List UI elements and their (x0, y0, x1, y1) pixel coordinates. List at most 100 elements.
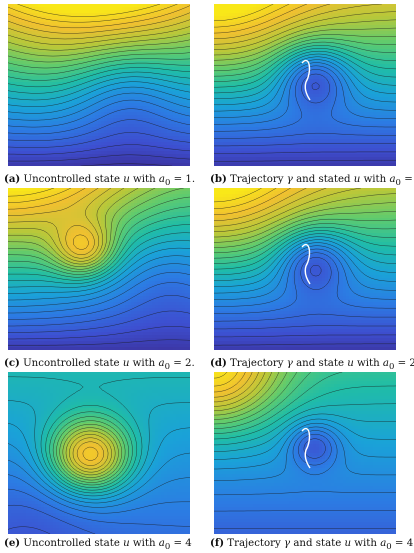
heatmap-cell (179, 28, 183, 32)
heatmap-cell (134, 139, 138, 143)
heatmap-cell (146, 34, 150, 38)
heatmap-cell (158, 145, 162, 149)
heatmap-cell (17, 157, 21, 161)
heatmap-cell (137, 82, 141, 86)
heatmap-cell (367, 7, 371, 11)
heatmap-cell (244, 61, 248, 65)
heatmap-cell (56, 16, 60, 20)
heatmap-cell (38, 103, 42, 107)
heatmap-cell (325, 40, 329, 44)
heatmap-cell (241, 40, 245, 44)
heatmap-cell (62, 67, 66, 71)
heatmap-cell (62, 40, 66, 44)
heatmap-cell (53, 112, 57, 116)
heatmap-cell (235, 70, 239, 74)
heatmap-cell (23, 160, 27, 164)
heatmap-cell (316, 16, 320, 20)
heatmap-cell (53, 127, 57, 131)
heatmap-cell (349, 31, 353, 35)
heatmap-cell (29, 151, 33, 155)
heatmap-cell (101, 160, 105, 164)
heatmap-cell (29, 91, 33, 95)
heatmap-cell (286, 13, 290, 17)
heatmap-cell (35, 100, 39, 104)
heatmap-cell (185, 49, 189, 53)
heatmap-cell (14, 88, 18, 92)
heatmap-cell (44, 100, 48, 104)
heatmap-cell (161, 49, 165, 53)
heatmap-cell (92, 133, 96, 137)
heatmap-cell (71, 145, 75, 149)
heatmap-cell (11, 121, 15, 125)
heatmap-cell (385, 55, 389, 59)
heatmap-cell (92, 127, 96, 131)
heatmap-cell (292, 19, 296, 23)
heatmap-cell (53, 88, 57, 92)
heatmap-cell (364, 82, 368, 86)
heatmap-cell (391, 13, 395, 17)
heatmap-cell (83, 130, 87, 134)
heatmap-cell (131, 124, 135, 128)
heatmap-cell (188, 160, 190, 164)
heatmap-cell (86, 10, 90, 14)
heatmap-cell (71, 109, 75, 113)
heatmap-cell (241, 43, 245, 47)
heatmap-cell (214, 25, 218, 29)
heatmap-cell (232, 55, 236, 59)
heatmap-cell (220, 79, 224, 83)
heatmap-cell (74, 7, 78, 11)
heatmap-cell (59, 85, 63, 89)
heatmap-cell (35, 130, 39, 134)
heatmap-cell (20, 145, 24, 149)
heatmap-cell (143, 148, 147, 152)
heatmap-cell (62, 22, 66, 26)
heatmap-cell (47, 148, 51, 152)
heatmap-cell (241, 7, 245, 11)
heatmap-cell (65, 22, 69, 26)
heatmap-cell (89, 145, 93, 149)
heatmap-cell (337, 37, 341, 41)
heatmap-cell (355, 55, 359, 59)
heatmap-cell (140, 148, 144, 152)
heatmap-cell (83, 121, 87, 125)
heatmap-cell (14, 46, 18, 50)
heatmap-cell (149, 67, 153, 71)
heatmap-cell (295, 16, 299, 20)
heatmap-cell (220, 58, 224, 62)
heatmap-cell (307, 82, 311, 86)
heatmap-cell (128, 94, 132, 98)
heatmap-cell (179, 142, 183, 146)
heatmap-cell (373, 67, 377, 71)
heatmap-cell (35, 160, 39, 164)
heatmap-cell (250, 16, 254, 20)
heatmap-cell (8, 160, 12, 164)
contour-plot-a (8, 4, 190, 166)
heatmap-cell (95, 28, 99, 32)
heatmap-cell (277, 4, 281, 8)
heatmap-cell (379, 43, 383, 47)
heatmap-cell (349, 70, 353, 74)
heatmap-cell (80, 127, 84, 131)
heatmap-cell (110, 85, 114, 89)
heatmap-cell (128, 157, 132, 161)
heatmap-cell (131, 49, 135, 53)
heatmap-cell (38, 100, 42, 104)
heatmap-cell (128, 70, 132, 74)
heatmap-cell (265, 16, 269, 20)
heatmap-cell (286, 85, 290, 89)
heatmap-cell (29, 121, 33, 125)
heatmap-cell (325, 82, 329, 86)
heatmap-cell (53, 55, 57, 59)
heatmap-cell (35, 70, 39, 74)
heatmap-cell (340, 22, 344, 26)
heatmap-cell (286, 67, 290, 71)
heatmap-cell (316, 70, 320, 74)
heatmap-cell (152, 85, 156, 89)
heatmap-cell (364, 49, 368, 53)
heatmap-cell (62, 151, 66, 155)
heatmap-cell (232, 7, 236, 11)
heatmap-cell (104, 145, 108, 149)
heatmap-cell (47, 70, 51, 74)
heatmap-cell (77, 13, 81, 17)
heatmap-cell (74, 49, 78, 53)
